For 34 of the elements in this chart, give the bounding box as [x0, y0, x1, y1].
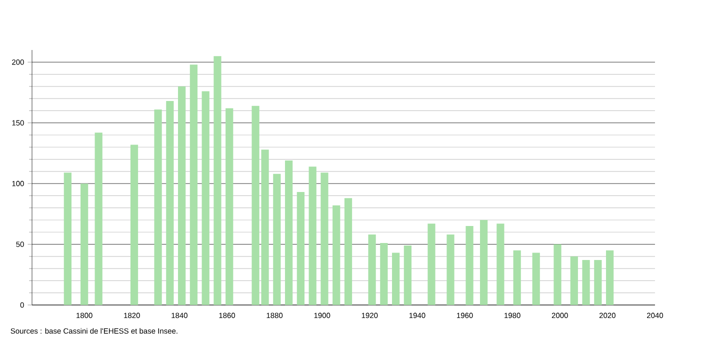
bar [446, 234, 454, 305]
bar [130, 144, 138, 305]
bar [466, 226, 474, 305]
bar [202, 91, 210, 305]
bar [154, 109, 162, 305]
bar [606, 250, 614, 305]
bar [332, 205, 340, 305]
bar [344, 198, 352, 305]
bar [380, 243, 388, 305]
bar [480, 220, 488, 305]
bar [594, 260, 602, 305]
bar [226, 108, 234, 305]
bar [285, 160, 293, 305]
bar [320, 172, 328, 305]
bar [166, 100, 174, 305]
bar [178, 86, 186, 305]
bar [392, 252, 400, 305]
bar [80, 184, 88, 305]
bar [64, 172, 72, 305]
bar [532, 252, 540, 305]
bar [94, 132, 102, 305]
bar [190, 64, 198, 305]
bar [308, 166, 316, 305]
bar [214, 56, 222, 305]
bar [513, 250, 521, 305]
bar [428, 224, 436, 305]
bar [273, 174, 281, 305]
bar [554, 244, 562, 305]
bar [296, 192, 305, 305]
bar [368, 234, 376, 305]
bar [582, 260, 590, 305]
bar [404, 245, 412, 305]
bar [496, 224, 504, 305]
bar [570, 256, 578, 305]
